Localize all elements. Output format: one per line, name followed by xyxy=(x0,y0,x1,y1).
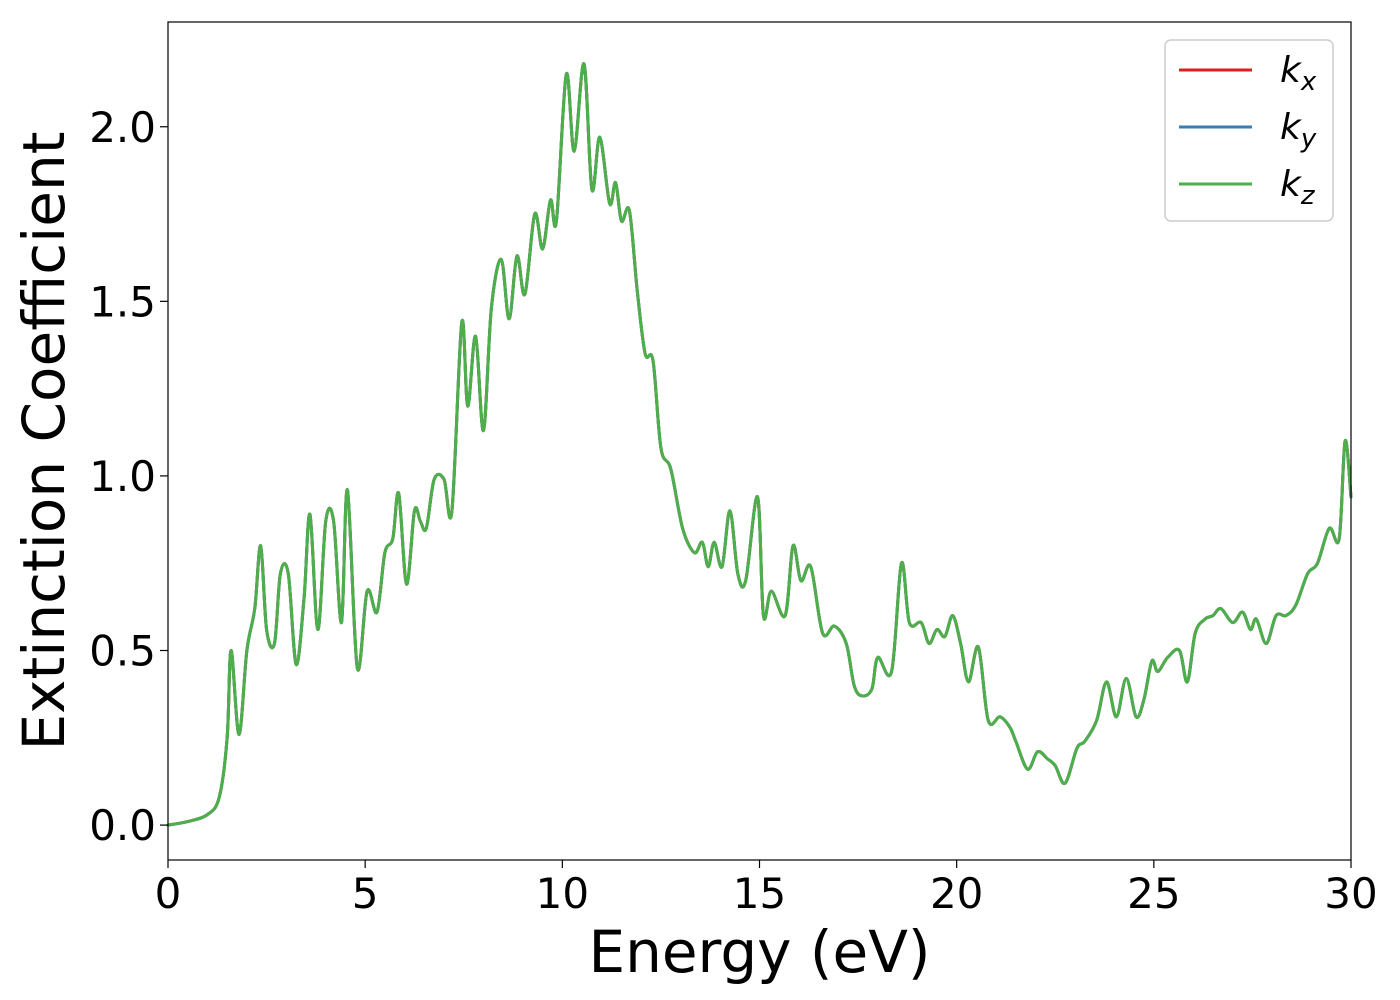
x-tick-label: 30 xyxy=(1324,869,1377,918)
y-axis-ticks: 0.0 0.5 1.0 1.5 2.0 xyxy=(89,103,168,850)
x-tick-label: 10 xyxy=(536,869,589,918)
x-tick-label: 15 xyxy=(733,869,786,918)
y-tick-label: 1.0 xyxy=(89,452,156,501)
y-tick-label: 1.5 xyxy=(89,277,156,326)
plot-lines xyxy=(166,62,1353,827)
legend-label-kx: kx xyxy=(1280,50,1317,97)
y-tick-label: 0.0 xyxy=(89,801,156,850)
legend-label-ky: ky xyxy=(1280,107,1317,154)
series-line-kz xyxy=(166,62,1353,827)
legend-box xyxy=(1164,39,1334,222)
x-axis-title: Energy (eV) xyxy=(588,918,930,986)
x-axis-ticks: 0 5 10 15 20 25 30 xyxy=(155,860,1378,918)
x-tick-label: 20 xyxy=(930,869,983,918)
y-tick-label: 2.0 xyxy=(89,103,156,152)
y-tick-label: 0.5 xyxy=(89,627,156,676)
y-axis-title: Extinction Coefficient xyxy=(10,132,78,751)
x-tick-label: 5 xyxy=(352,869,379,918)
x-tick-label: 0 xyxy=(155,869,182,918)
x-tick-label: 25 xyxy=(1127,869,1180,918)
